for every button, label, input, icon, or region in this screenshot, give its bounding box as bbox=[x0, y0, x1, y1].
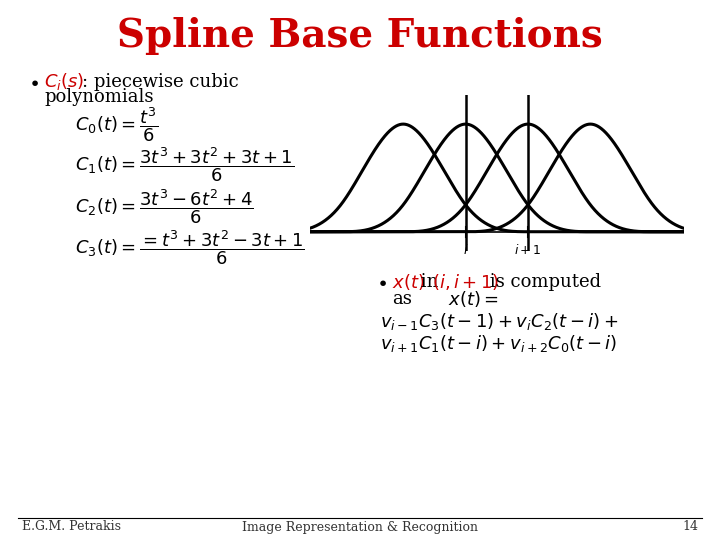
Text: $C_1(t) = \dfrac{3t^3 + 3t^2 + 3t + 1}{6}$: $C_1(t) = \dfrac{3t^3 + 3t^2 + 3t + 1}{6… bbox=[75, 146, 294, 184]
Text: $v_{i+1}C_1(t-i) + v_{i+2}C_0(t-i)$: $v_{i+1}C_1(t-i) + v_{i+2}C_0(t-i)$ bbox=[380, 333, 617, 354]
Text: $C_i(s)$: $C_i(s)$ bbox=[44, 71, 84, 92]
Text: Spline Base Functions: Spline Base Functions bbox=[117, 17, 603, 55]
Text: $C_2(t) = \dfrac{3t^3 - 6t^2 + 4}{6}$: $C_2(t) = \dfrac{3t^3 - 6t^2 + 4}{6}$ bbox=[75, 187, 253, 226]
Text: Image Representation & Recognition: Image Representation & Recognition bbox=[242, 521, 478, 534]
Text: : piecewise cubic: : piecewise cubic bbox=[82, 73, 239, 91]
Text: polynomials: polynomials bbox=[44, 88, 153, 106]
Text: $v_{i-1}C_3(t-1) + v_i C_2(t-i) +$: $v_{i-1}C_3(t-1) + v_i C_2(t-i) +$ bbox=[380, 310, 618, 332]
Text: E.G.M. Petrakis: E.G.M. Petrakis bbox=[22, 521, 121, 534]
Text: in: in bbox=[415, 273, 444, 291]
Text: $(i,i+1)$: $(i,i+1)$ bbox=[432, 272, 499, 292]
Text: $\bullet$: $\bullet$ bbox=[376, 273, 387, 291]
Text: $i+1$: $i+1$ bbox=[514, 243, 541, 257]
Text: $x(t) =$: $x(t) =$ bbox=[448, 289, 499, 309]
Text: $C_3(t) = \dfrac{=t^3 + 3t^2 - 3t + 1}{6}$: $C_3(t) = \dfrac{=t^3 + 3t^2 - 3t + 1}{6… bbox=[75, 228, 305, 267]
Text: $x(t)$: $x(t)$ bbox=[392, 272, 425, 292]
Text: is computed: is computed bbox=[484, 273, 601, 291]
Text: $C_0(t) = \dfrac{t^3}{6}$: $C_0(t) = \dfrac{t^3}{6}$ bbox=[75, 106, 158, 144]
Text: 14: 14 bbox=[682, 521, 698, 534]
Text: $\bullet$: $\bullet$ bbox=[28, 73, 39, 91]
Text: $i$: $i$ bbox=[463, 243, 468, 257]
Text: as: as bbox=[392, 290, 412, 308]
